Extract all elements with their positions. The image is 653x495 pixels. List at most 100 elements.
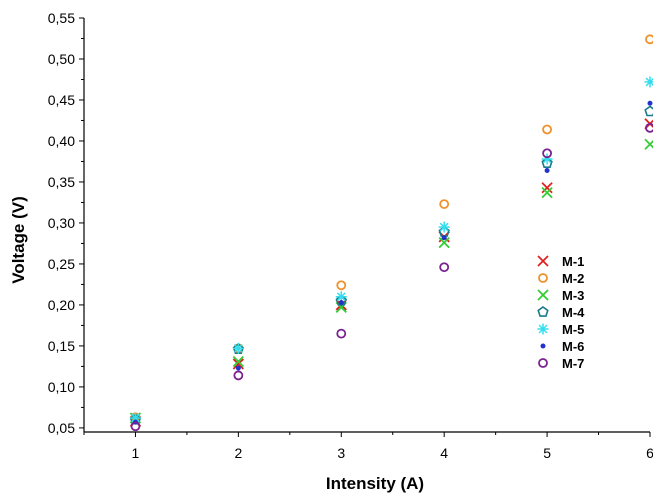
y-tick-label: 0,35 [48, 174, 75, 190]
legend-label: M-4 [562, 305, 585, 320]
x-tick-label: 6 [646, 445, 653, 461]
x-axis-title: Intensity (A) [326, 474, 424, 493]
marker-shape [338, 299, 344, 305]
marker-shape [542, 124, 552, 135]
legend-marker [537, 289, 549, 301]
marker-stroke [232, 355, 245, 368]
legend-marker [537, 255, 549, 267]
legend-item: M-4 [537, 305, 585, 320]
marker-shape [538, 273, 548, 283]
data-point [644, 105, 653, 117]
data-point [235, 365, 241, 371]
marker-shape [542, 148, 552, 159]
data-point [644, 76, 653, 88]
y-tick-label: 0,30 [48, 215, 75, 231]
data-point [644, 138, 653, 150]
data-point [645, 122, 653, 133]
axes: 0,05 0,10 0,15 0,20 0,25 0,30 0,35 0,40 0,45 0,50… [48, 10, 653, 461]
data-point [438, 236, 450, 249]
legend-item: M-6 [540, 339, 584, 354]
marker-shape [336, 280, 347, 291]
legend: M-1 M-2 M-3 M-4 M-5 M-6 M-7 [537, 254, 585, 371]
data-point [645, 34, 653, 45]
data-point [542, 124, 552, 135]
data-point [544, 167, 550, 173]
marker-stroke [439, 222, 449, 232]
marker-stroke [232, 358, 245, 370]
y-tick-label: 0,40 [48, 133, 75, 149]
x-tick-label: 5 [543, 445, 551, 461]
y-tick-label: 0,20 [48, 297, 75, 313]
marker-shape [644, 105, 653, 117]
legend-label: M-6 [562, 339, 584, 354]
data-point [232, 358, 245, 370]
data-point [336, 280, 347, 291]
data-point [542, 148, 552, 159]
data-point [233, 370, 244, 381]
legend-label: M-3 [562, 288, 584, 303]
marker-stroke [336, 292, 346, 302]
data-point [338, 299, 344, 305]
data-point [647, 100, 653, 106]
legend-item: M-5 [537, 322, 584, 337]
legend-marker [537, 323, 549, 335]
y-tick-label: 0,15 [48, 338, 75, 354]
legend-item: M-3 [537, 288, 584, 303]
data-point [439, 262, 450, 273]
marker-shape [336, 328, 347, 339]
y-tick-label: 0,55 [48, 10, 75, 26]
marker-shape [647, 100, 653, 106]
x-tick-label: 4 [440, 445, 448, 461]
marker-shape [233, 370, 244, 381]
marker-stroke [233, 343, 243, 353]
marker-shape [538, 358, 548, 368]
legend-label: M-5 [562, 322, 584, 337]
data-points [129, 34, 653, 432]
y-tick-label: 0,25 [48, 256, 75, 272]
y-tick-label: 0,45 [48, 92, 75, 108]
legend-marker [538, 358, 548, 368]
marker-shape [645, 122, 653, 133]
data-point [130, 421, 141, 432]
x-tick-label: 2 [234, 445, 242, 461]
marker-shape [645, 34, 653, 45]
marker-shape [540, 343, 546, 349]
y-axis-title: Voltage (V) [9, 196, 28, 284]
x-tick-label: 3 [337, 445, 345, 461]
data-point [541, 182, 553, 194]
legend-item: M-1 [537, 254, 584, 269]
marker-stroke [541, 182, 553, 194]
series-m7 [130, 122, 653, 432]
legend-label: M-1 [562, 254, 584, 269]
marker-shape [541, 157, 553, 168]
data-point [438, 221, 450, 233]
marker-stroke [538, 324, 548, 334]
series-m5 [129, 76, 653, 424]
marker-shape [130, 421, 141, 432]
marker-shape [544, 167, 550, 173]
data-point [232, 342, 244, 354]
marker-stroke [537, 289, 549, 301]
y-tick-label: 0,10 [48, 379, 75, 395]
marker-shape [439, 199, 450, 209]
data-point [336, 328, 347, 339]
marker-shape [441, 235, 447, 241]
marker-shape [439, 262, 450, 273]
legend-item: M-7 [538, 356, 584, 371]
marker-stroke [537, 255, 549, 267]
x-tick-label: 1 [132, 445, 140, 461]
data-point [541, 186, 553, 199]
marker-stroke [131, 413, 140, 423]
y-tick-label: 0,50 [48, 51, 75, 67]
legend-marker [538, 273, 548, 283]
marker-shape [537, 306, 549, 317]
y-tick-label: 0,05 [48, 420, 75, 436]
legend-marker [537, 306, 549, 317]
data-point [439, 199, 450, 209]
marker-stroke [644, 139, 653, 150]
marker-shape [235, 365, 241, 371]
legend-item: M-2 [538, 271, 584, 286]
data-point [441, 235, 447, 241]
legend-label: M-2 [562, 271, 584, 286]
